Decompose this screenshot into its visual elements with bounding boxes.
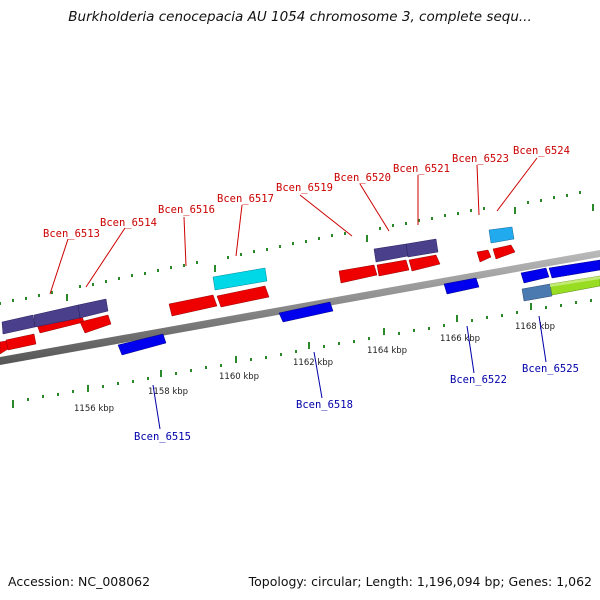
gene-arrow-bcen-6526[interactable] [548, 259, 600, 279]
cog-block-8[interactable] [521, 283, 553, 302]
gene-label-bcen-6525[interactable]: Bcen_6525 [522, 363, 579, 375]
gene-arrow-bcen-6519[interactable] [338, 264, 378, 284]
gene-label-bcen-6523[interactable]: Bcen_6523 [452, 153, 509, 165]
forward-callouts [49, 157, 538, 295]
gene-label-bcen-6522[interactable]: Bcen_6522 [450, 374, 507, 386]
gene-arrow-bcen-6522[interactable] [443, 277, 480, 295]
gene-label-bcen-6513[interactable]: Bcen_6513 [43, 228, 100, 240]
forward-cog-row [1, 226, 515, 335]
gene-arrow-bcen-6524[interactable] [492, 244, 516, 260]
accession-text: Accession: NC_008062 [8, 574, 151, 589]
scale-label: 1168 kbp [515, 322, 555, 332]
gene-arrow-bcen-6515[interactable] [117, 333, 167, 356]
gene-arrow-bcen-6523[interactable] [476, 249, 492, 263]
scale-label: 1166 kbp [440, 334, 480, 344]
gene-arrow-bcen-6516[interactable] [168, 294, 218, 317]
cog-block-3[interactable] [77, 298, 109, 319]
scale-label: 1164 kbp [367, 346, 407, 356]
map-title: Burkholderia cenocepacia AU 1054 chromos… [68, 9, 532, 25]
scale-labels: 1156 kbp 1158 kbp 1160 kbp 1162 kbp 1164… [74, 322, 555, 414]
forward-strand-genes [0, 244, 516, 355]
inner-tick-ruler [12, 299, 592, 408]
reverse-cog-row [521, 275, 600, 302]
cog-block-4[interactable] [212, 267, 268, 291]
scale-label: 1156 kbp [74, 404, 114, 414]
outer-tick-ruler [0, 191, 594, 305]
reverse-strand-genes [117, 259, 600, 356]
scale-label: 1158 kbp [148, 387, 188, 397]
gene-arrow-bcen-6525[interactable] [520, 267, 550, 284]
gene-arrow-left-edge-2[interactable] [5, 333, 37, 351]
reverse-callouts [152, 315, 547, 430]
gene-arrow-bcen-6517[interactable] [216, 285, 270, 308]
scale-label: 1162 kbp [293, 358, 333, 368]
gene-label-bcen-6517[interactable]: Bcen_6517 [217, 193, 274, 205]
gene-label-bcen-6515[interactable]: Bcen_6515 [134, 431, 191, 443]
cog-block-1[interactable] [1, 314, 36, 335]
gene-arrow-bcen-6518[interactable] [278, 301, 334, 323]
gene-label-bcen-6514[interactable]: Bcen_6514 [100, 217, 157, 229]
gene-arrow-bcen-6520[interactable] [376, 259, 410, 277]
scale-label: 1160 kbp [219, 372, 259, 382]
genome-stats-text: Topology: circular; Length: 1,196,094 bp… [248, 574, 592, 589]
gene-label-bcen-6520[interactable]: Bcen_6520 [334, 172, 391, 184]
gene-arrow-bcen-6514[interactable] [79, 314, 112, 334]
gene-label-bcen-6521[interactable]: Bcen_6521 [393, 163, 450, 175]
gene-label-bcen-6524[interactable]: Bcen_6524 [513, 145, 570, 157]
gene-arrow-bcen-6521[interactable] [408, 254, 441, 272]
cog-block-6[interactable] [405, 238, 439, 258]
gene-labels: Bcen_6513 Bcen_6514 Bcen_6515 Bcen_6516 … [43, 145, 579, 443]
gene-label-bcen-6519[interactable]: Bcen_6519 [276, 182, 333, 194]
cog-block-5[interactable] [373, 243, 409, 263]
cog-block-10[interactable] [550, 276, 600, 287]
gene-label-bcen-6516[interactable]: Bcen_6516 [158, 204, 215, 216]
cog-block-7[interactable] [488, 226, 515, 244]
genome-backbone [0, 250, 600, 365]
gene-label-bcen-6518[interactable]: Bcen_6518 [296, 399, 353, 411]
